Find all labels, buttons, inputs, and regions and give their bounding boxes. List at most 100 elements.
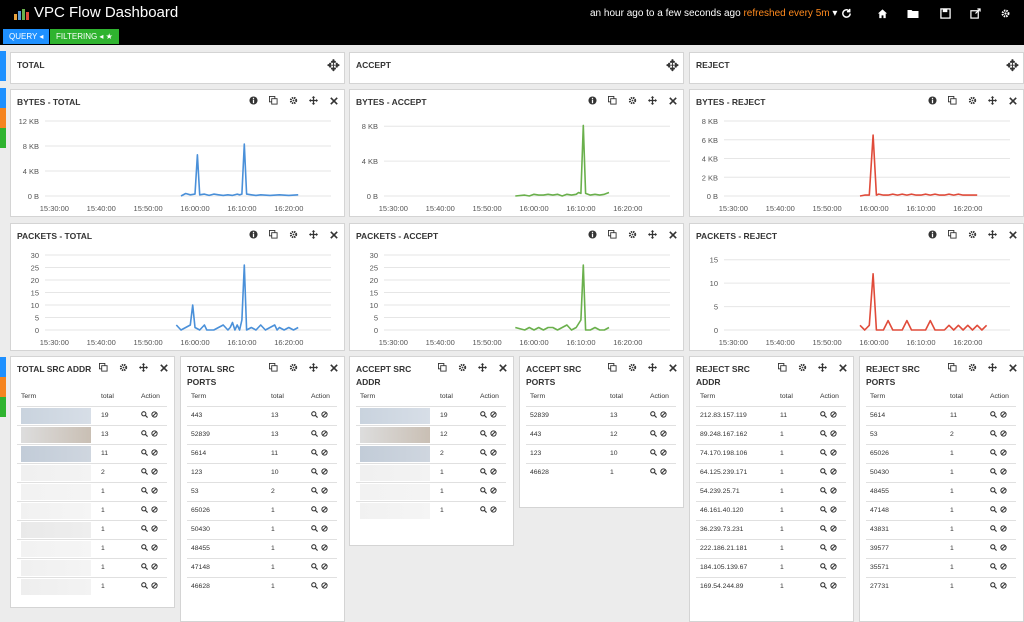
close-icon[interactable] xyxy=(327,361,340,374)
search-icon[interactable] xyxy=(990,430,997,439)
move-icon[interactable] xyxy=(646,228,659,241)
exclude-icon[interactable] xyxy=(1000,449,1007,458)
search-icon[interactable] xyxy=(141,411,148,420)
close-icon[interactable] xyxy=(327,94,340,107)
query-tab[interactable]: QUERY ◂ xyxy=(3,29,50,44)
series-line[interactable] xyxy=(859,134,978,197)
search-icon[interactable] xyxy=(990,487,997,496)
duplicate-icon[interactable] xyxy=(97,361,110,374)
exclude-icon[interactable] xyxy=(151,487,158,496)
search-icon[interactable] xyxy=(990,563,997,572)
duplicate-icon[interactable] xyxy=(436,361,449,374)
search-icon[interactable] xyxy=(141,430,148,439)
search-icon[interactable] xyxy=(990,506,997,515)
line-chart[interactable]: 0 B 4 KB 8 KB 12 KB 15:30:00 15:40:00 15:50:00… xyxy=(11,110,346,218)
star-icon[interactable]: ★ xyxy=(105,32,113,41)
row-marker[interactable] xyxy=(0,357,6,377)
row-marker[interactable] xyxy=(0,51,6,81)
exclude-icon[interactable] xyxy=(321,563,328,572)
search-icon[interactable] xyxy=(990,411,997,420)
duplicate-icon[interactable] xyxy=(606,94,619,107)
exclude-icon[interactable] xyxy=(830,525,837,534)
search-icon[interactable] xyxy=(141,506,148,515)
exclude-icon[interactable] xyxy=(490,506,497,515)
search-icon[interactable] xyxy=(480,506,487,515)
search-icon[interactable] xyxy=(990,525,997,534)
series-line[interactable] xyxy=(180,143,299,197)
duplicate-icon[interactable] xyxy=(606,228,619,241)
move-icon[interactable] xyxy=(986,361,999,374)
search-icon[interactable] xyxy=(650,468,657,477)
search-icon[interactable] xyxy=(820,563,827,572)
duplicate-icon[interactable] xyxy=(946,361,959,374)
info-icon[interactable] xyxy=(247,94,260,107)
exclude-icon[interactable] xyxy=(321,506,328,515)
exclude-icon[interactable] xyxy=(1000,582,1007,591)
filtering-tab-label[interactable]: FILTERING xyxy=(56,32,98,41)
line-chart[interactable]: 0 5 10 15 20 25 30 15:30:00 15:40:00 15:50:00 16:0… xyxy=(350,244,685,352)
duplicate-icon[interactable] xyxy=(776,361,789,374)
search-icon[interactable] xyxy=(820,525,827,534)
row-marker[interactable] xyxy=(0,377,6,397)
search-icon[interactable] xyxy=(820,582,827,591)
search-icon[interactable] xyxy=(820,487,827,496)
search-icon[interactable] xyxy=(141,582,148,591)
exclude-icon[interactable] xyxy=(490,430,497,439)
duplicate-icon[interactable] xyxy=(267,94,280,107)
settings-icon[interactable] xyxy=(287,228,300,241)
search-icon[interactable] xyxy=(141,544,148,553)
move-icon[interactable] xyxy=(307,228,320,241)
exclude-icon[interactable] xyxy=(151,411,158,420)
duplicate-icon[interactable] xyxy=(606,361,619,374)
search-icon[interactable] xyxy=(820,449,827,458)
exclude-icon[interactable] xyxy=(321,582,328,591)
search-icon[interactable] xyxy=(311,449,318,458)
duplicate-icon[interactable] xyxy=(267,228,280,241)
close-icon[interactable] xyxy=(666,228,679,241)
move-icon[interactable] xyxy=(137,361,150,374)
exclude-icon[interactable] xyxy=(830,487,837,496)
exclude-icon[interactable] xyxy=(321,544,328,553)
series-line[interactable] xyxy=(175,264,299,331)
search-icon[interactable] xyxy=(311,411,318,420)
save-icon[interactable] xyxy=(938,6,952,20)
share-icon[interactable] xyxy=(968,6,982,20)
exclude-icon[interactable] xyxy=(830,449,837,458)
exclude-icon[interactable] xyxy=(321,411,328,420)
exclude-icon[interactable] xyxy=(830,430,837,439)
caret-left-icon[interactable]: ◂ xyxy=(99,32,104,41)
close-icon[interactable] xyxy=(1006,228,1019,241)
exclude-icon[interactable] xyxy=(660,430,667,439)
search-icon[interactable] xyxy=(990,468,997,477)
info-icon[interactable] xyxy=(926,228,939,241)
close-icon[interactable] xyxy=(666,361,679,374)
move-icon[interactable]: ✥ xyxy=(665,57,680,75)
exclude-icon[interactable] xyxy=(151,468,158,477)
search-icon[interactable] xyxy=(311,563,318,572)
search-icon[interactable] xyxy=(820,411,827,420)
exclude-icon[interactable] xyxy=(151,506,158,515)
search-icon[interactable] xyxy=(141,449,148,458)
exclude-icon[interactable] xyxy=(660,449,667,458)
search-icon[interactable] xyxy=(311,506,318,515)
settings-icon[interactable] xyxy=(966,228,979,241)
search-icon[interactable] xyxy=(650,449,657,458)
exclude-icon[interactable] xyxy=(1000,430,1007,439)
duplicate-icon[interactable] xyxy=(946,228,959,241)
exclude-icon[interactable] xyxy=(1000,544,1007,553)
search-icon[interactable] xyxy=(311,544,318,553)
exclude-icon[interactable] xyxy=(830,563,837,572)
move-icon[interactable] xyxy=(307,361,320,374)
settings-icon[interactable] xyxy=(626,94,639,107)
search-icon[interactable] xyxy=(480,449,487,458)
row-marker[interactable] xyxy=(0,88,6,108)
search-icon[interactable] xyxy=(141,487,148,496)
refresh-icon[interactable] xyxy=(839,6,853,20)
time-range-label[interactable]: an hour ago to a few seconds ago xyxy=(590,8,741,19)
move-icon[interactable] xyxy=(646,361,659,374)
search-icon[interactable] xyxy=(141,525,148,534)
dashboard-title[interactable]: VPC Flow Dashboard xyxy=(34,4,179,21)
search-icon[interactable] xyxy=(820,468,827,477)
search-icon[interactable] xyxy=(650,411,657,420)
exclude-icon[interactable] xyxy=(321,525,328,534)
